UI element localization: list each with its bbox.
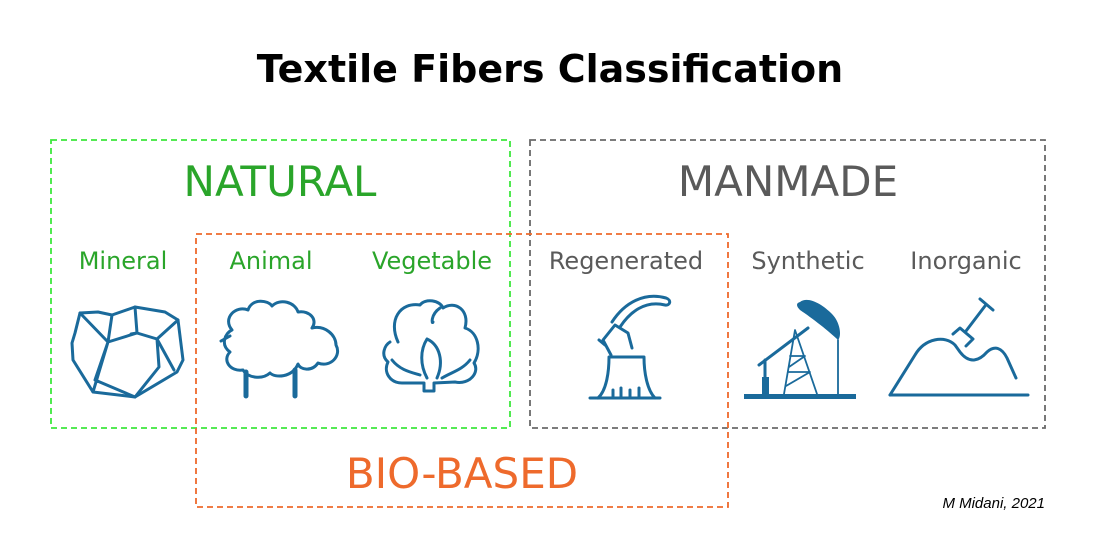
natural-label: NATURAL	[184, 157, 377, 206]
cotton-icon	[382, 299, 480, 393]
category-regenerated: Regenerated	[549, 247, 703, 275]
axe-stump-icon	[588, 294, 672, 400]
oil-pump-icon	[744, 299, 856, 399]
manmade-label: MANMADE	[678, 157, 898, 206]
rock-icon	[70, 305, 185, 399]
diagram-title: Textile Fibers Classification	[257, 47, 843, 91]
natural-group-box	[50, 139, 511, 429]
shovel-mound-icon	[888, 297, 1030, 397]
sheep-icon	[219, 299, 339, 399]
credit: M Midani, 2021	[942, 495, 1045, 512]
category-synthetic: Synthetic	[751, 247, 864, 275]
category-vegetable: Vegetable	[372, 247, 492, 275]
category-mineral: Mineral	[79, 247, 168, 275]
category-inorganic: Inorganic	[910, 247, 1021, 275]
biobased-label: BIO-BASED	[346, 449, 578, 498]
category-animal: Animal	[229, 247, 312, 275]
manmade-group-box	[529, 139, 1046, 429]
biobased-group-box	[195, 233, 729, 508]
